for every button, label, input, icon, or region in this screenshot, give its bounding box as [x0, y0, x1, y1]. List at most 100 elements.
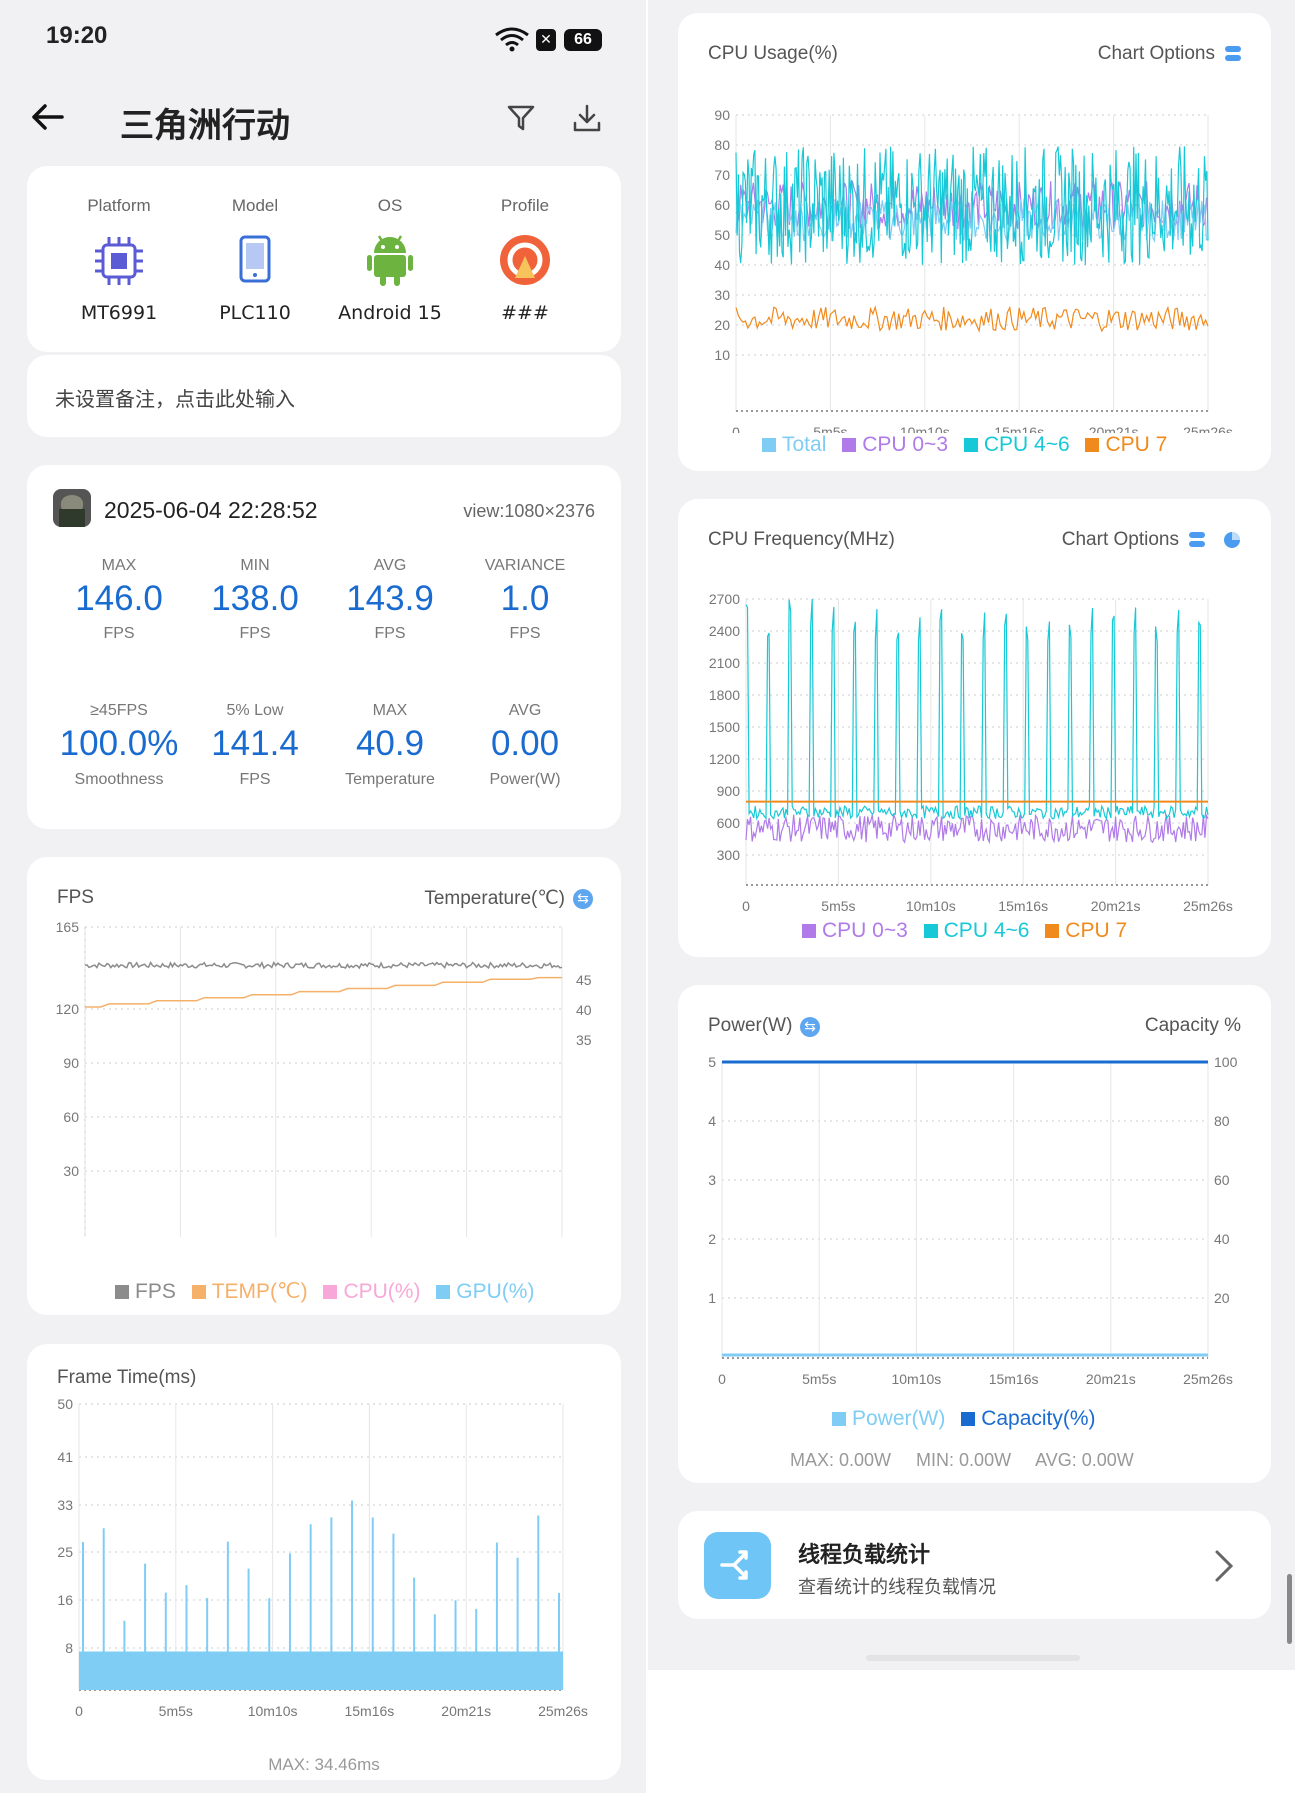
x-tick-label: 25m26s: [1183, 898, 1233, 914]
power-title: Power(W): [708, 1015, 793, 1036]
y-tick-label: 30: [714, 287, 730, 303]
chart-options-button[interactable]: Chart Options: [1061, 529, 1179, 550]
download-icon[interactable]: [572, 103, 602, 133]
toggle-axis-icon[interactable]: ⇆: [573, 889, 593, 909]
y-tick-label: 25: [57, 1544, 73, 1560]
note-input[interactable]: 未设置备注，点击此处输入: [27, 355, 621, 437]
y-tick-label: 2400: [709, 623, 740, 639]
chart-options-button[interactable]: Chart Options: [1097, 43, 1215, 64]
stat-top: MIN: [240, 557, 270, 574]
y2-tick-label: 35: [576, 1032, 592, 1048]
y2-tick-label: 100: [1214, 1054, 1238, 1070]
stat-bottom: Temperature: [345, 771, 435, 788]
y-tick-label: 60: [714, 197, 730, 213]
stat-bottom: FPS: [239, 771, 271, 788]
fps-series-line: [84, 961, 563, 970]
legend-gpu[interactable]: GPU(%): [456, 1280, 535, 1303]
legend-temp[interactable]: TEMP(℃): [211, 1280, 308, 1303]
os-value: Android 15: [338, 302, 442, 324]
cpu7-series-line: [735, 305, 1209, 333]
status-time: 19:20: [46, 22, 108, 49]
chevron-right-icon: [1215, 1550, 1234, 1582]
y-tick-label: 40: [714, 257, 730, 273]
scrollbar[interactable]: [1287, 1574, 1292, 1644]
device-info-card: Platform Model OS Profile: [27, 166, 621, 352]
stat-top: AVG: [373, 557, 407, 574]
legend-total[interactable]: Total: [782, 433, 827, 456]
thread-title: 线程负载统计: [798, 1543, 931, 1568]
stat-value-smoothness: 100.0%: [59, 724, 179, 763]
pie-chart-icon[interactable]: [1223, 531, 1241, 549]
wifi-icon: [495, 27, 529, 52]
frametime-baseline-area: [79, 1651, 563, 1690]
android-icon: [367, 235, 413, 286]
legend-cpu4-6[interactable]: CPU 4~6: [983, 433, 1070, 456]
profile-icon: [500, 235, 550, 285]
stat-bottom: FPS: [509, 625, 541, 642]
right-pane: CPU Usage(%) Chart Options 90 80 70 60 50 40 3…: [648, 0, 1295, 1670]
legend-cpu7[interactable]: CPU 7: [1065, 919, 1128, 942]
legend-capacity[interactable]: Capacity(%): [981, 1407, 1096, 1430]
y2-tick-label: 80: [1214, 1113, 1230, 1129]
profile-value: ###: [501, 302, 549, 324]
thread-icon: [704, 1532, 771, 1599]
y-tick-label: 90: [714, 107, 730, 123]
y-tick-label: 90: [63, 1055, 79, 1071]
y2-tick-label: 40: [1214, 1231, 1230, 1247]
stat-value-avg-fps: 143.9: [346, 579, 434, 618]
legend-fps[interactable]: FPS: [135, 1280, 176, 1303]
stat-bottom: FPS: [103, 625, 135, 642]
filter-icon[interactable]: [506, 103, 536, 133]
stat-bottom: FPS: [239, 625, 271, 642]
legend-cpu4-6[interactable]: CPU 4~6: [943, 919, 1030, 942]
y-tick-label: 1500: [709, 719, 740, 735]
left-pane: 19:20 ✕ 66 三角洲行动 Platform Model OS Profi…: [0, 0, 648, 1793]
stat-bottom: Smoothness: [74, 771, 164, 788]
x-tick-label: 20m21s: [441, 1703, 491, 1719]
y-tick-label: 3: [708, 1172, 716, 1188]
cpu-frequency-title: CPU Frequency(MHz): [708, 529, 895, 550]
y-tick-label: 80: [714, 137, 730, 153]
legend-power[interactable]: Power(W): [852, 1407, 946, 1430]
y-tick-label: 300: [717, 847, 741, 863]
options-icon[interactable]: [1189, 531, 1205, 549]
y-tick-label: 10: [714, 347, 730, 363]
scroll-handle[interactable]: [866, 1655, 1080, 1661]
legend-cpu0-3[interactable]: CPU 0~3: [822, 919, 908, 942]
thread-load-link[interactable]: 线程负载统计 查看统计的线程负载情况: [678, 1511, 1271, 1619]
x-tick-label: 20m21s: [1091, 898, 1141, 914]
stat-value-max-fps: 146.0: [75, 579, 163, 618]
x-tick-label: 10m10s: [906, 898, 956, 914]
platform-label: Platform: [87, 196, 151, 215]
note-placeholder: 未设置备注，点击此处输入: [55, 387, 295, 411]
cpu-frequency-chart: 2700 2400 2100 1800 1500 1200 900 600 300 0 5m5s 10…: [709, 591, 1233, 914]
y-tick-label: 1200: [709, 751, 740, 767]
y-tick-label: 50: [714, 227, 730, 243]
options-icon[interactable]: [1225, 45, 1241, 63]
power-legend: Power(W) Capacity(%): [822, 1407, 1096, 1431]
y2-tick-label: 60: [1214, 1172, 1230, 1188]
platform-value: MT6991: [80, 302, 158, 324]
stat-value-max-temp: 40.9: [355, 724, 425, 763]
legend-cpu0-3[interactable]: CPU 0~3: [862, 433, 948, 456]
stat-bottom: FPS: [374, 625, 406, 642]
cpu4-6-series-line: [735, 146, 1209, 266]
y-tick-label: 50: [57, 1396, 73, 1412]
power-chart: 5 4 3 2 1 0 5m5s 10m10s 15m16s 20m21s 25m26s 100 80 6…: [708, 1054, 1238, 1385]
y-tick-label: 41: [57, 1449, 73, 1465]
toggle-axis-icon[interactable]: ⇆: [800, 1017, 820, 1037]
back-arrow-icon[interactable]: [30, 102, 66, 132]
sim-icon: ✕: [536, 29, 556, 51]
y2-tick-label: 20: [1214, 1290, 1230, 1306]
legend-cpu7[interactable]: CPU 7: [1105, 433, 1168, 456]
profile-label: Profile: [500, 196, 550, 215]
stat-value-min-fps: 138.0: [211, 579, 299, 618]
x-tick-label: 15m16s: [998, 898, 1048, 914]
chip-icon: [95, 237, 143, 285]
legend-cpu[interactable]: CPU(%): [343, 1280, 421, 1303]
fps-chart: 16512090603005m5s10m10s15m16s20m21s25m26…: [56, 919, 592, 1237]
x-tick-label: 20m21s: [1086, 1371, 1136, 1385]
battery-indicator: 66: [564, 29, 602, 51]
pane-divider: [646, 0, 649, 1793]
stat-top: VARIANCE: [484, 557, 566, 574]
